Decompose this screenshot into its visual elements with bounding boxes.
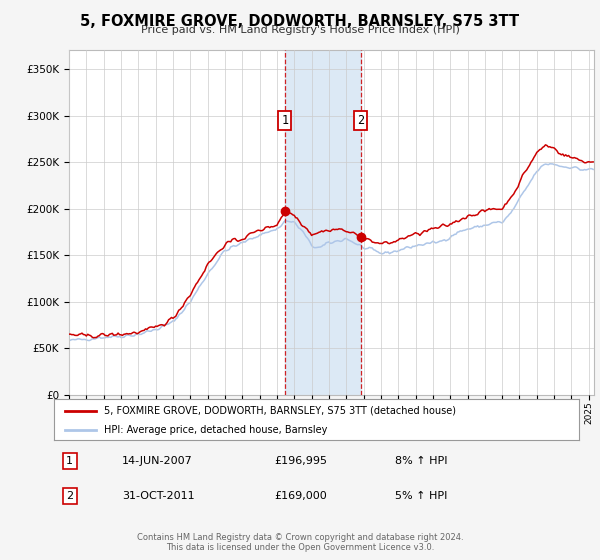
Text: HPI: Average price, detached house, Barnsley: HPI: Average price, detached house, Barn… [104, 424, 327, 435]
Text: 5, FOXMIRE GROVE, DODWORTH, BARNSLEY, S75 3TT (detached house): 5, FOXMIRE GROVE, DODWORTH, BARNSLEY, S7… [104, 405, 456, 416]
Text: 31-OCT-2011: 31-OCT-2011 [122, 491, 195, 501]
Text: 14-JUN-2007: 14-JUN-2007 [122, 456, 193, 466]
Text: 5, FOXMIRE GROVE, DODWORTH, BARNSLEY, S75 3TT: 5, FOXMIRE GROVE, DODWORTH, BARNSLEY, S7… [80, 14, 520, 29]
Text: £169,000: £169,000 [275, 491, 327, 501]
Text: Price paid vs. HM Land Registry's House Price Index (HPI): Price paid vs. HM Land Registry's House … [140, 25, 460, 35]
Text: 1: 1 [66, 456, 73, 466]
Text: £196,995: £196,995 [275, 456, 328, 466]
Text: 2: 2 [66, 491, 73, 501]
Text: 8% ↑ HPI: 8% ↑ HPI [395, 456, 448, 466]
Text: This data is licensed under the Open Government Licence v3.0.: This data is licensed under the Open Gov… [166, 543, 434, 552]
Text: Contains HM Land Registry data © Crown copyright and database right 2024.: Contains HM Land Registry data © Crown c… [137, 533, 463, 542]
Text: 1: 1 [281, 114, 289, 127]
Text: 5% ↑ HPI: 5% ↑ HPI [395, 491, 448, 501]
Text: 2: 2 [357, 114, 364, 127]
Bar [285, 50, 361, 395]
